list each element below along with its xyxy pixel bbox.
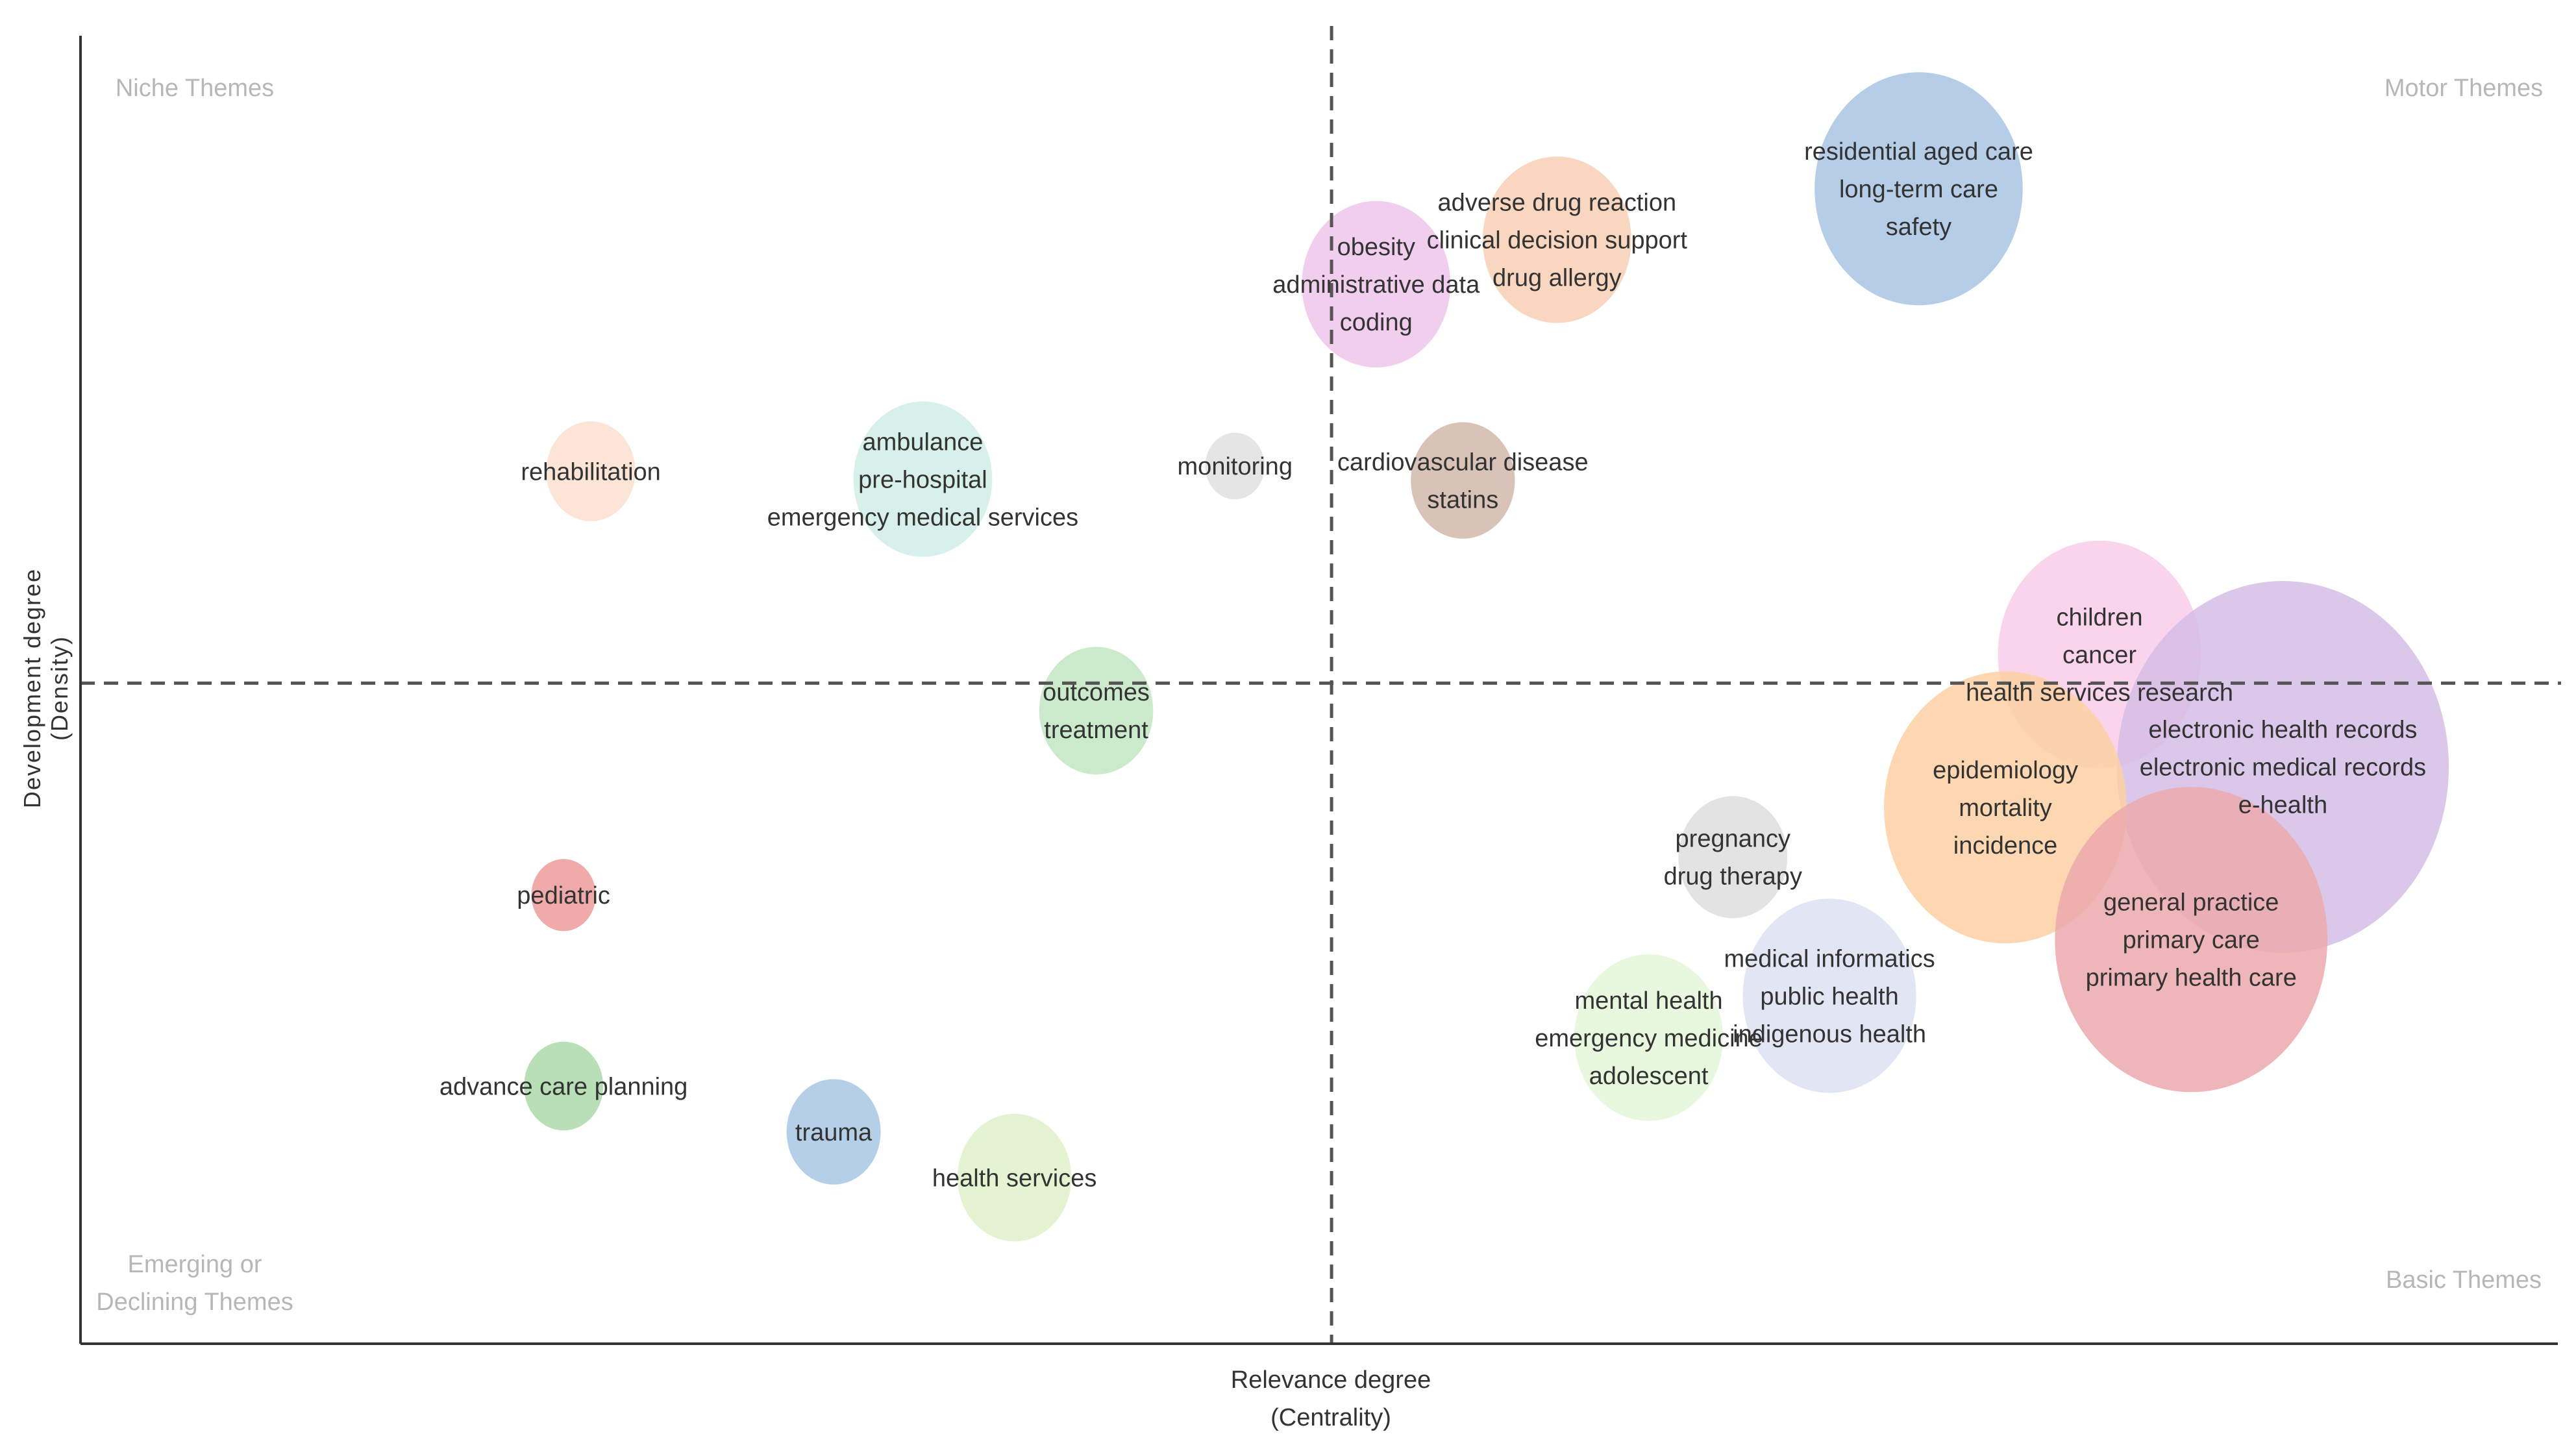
bubble-cardiovascular-disease[interactable]: [1411, 422, 1515, 539]
bubble-outcomes[interactable]: [1039, 647, 1154, 775]
axes: [79, 36, 2558, 1345]
bubble-label-residential-aged-care: long-term care: [1839, 176, 1998, 203]
bubble-label-medical-informatics: public health: [1760, 983, 1898, 1010]
bubble-advance-care-planning[interactable]: [524, 1041, 604, 1131]
bubble-label-cardiovascular-disease: cardiovascular disease: [1337, 449, 1589, 476]
bubble-monitoring[interactable]: [1205, 432, 1265, 500]
bubble-label-trauma: trauma: [795, 1119, 873, 1146]
bubble-label-adverse-drug-reaction: adverse drug reaction: [1438, 190, 1677, 217]
bubble-label-electronic-health-records: electronic medical records: [2140, 754, 2426, 782]
bubble-label-pregnancy: drug therapy: [1664, 863, 1802, 891]
bubble-label-epidemiology: epidemiology: [1933, 757, 2078, 784]
bubble-adverse-drug-reaction[interactable]: [1482, 156, 1631, 323]
bubble-obesity[interactable]: [1302, 201, 1451, 368]
bubble-pregnancy[interactable]: [1678, 796, 1788, 919]
bubble-ambulance[interactable]: [853, 401, 993, 557]
bubble-label-ambulance: ambulance: [862, 428, 983, 456]
bubble-rehabilitation[interactable]: [546, 421, 636, 521]
bubble-label-general-practice: general practice: [2103, 889, 2279, 917]
bubble-label-epidemiology: mortality: [1959, 795, 2052, 822]
bubble-label-adverse-drug-reaction: clinical decision support: [1427, 227, 1688, 254]
bubble-label-monitoring: monitoring: [1178, 453, 1293, 480]
bubble-label-electronic-health-records: electronic health records: [2148, 717, 2417, 744]
quadrant-label-bottom-left: Declining Themes: [96, 1289, 293, 1316]
quadrant-label-bottom-left: Emerging or: [128, 1251, 262, 1278]
bubble-medical-informatics[interactable]: [1742, 898, 1916, 1093]
bubble-label-electronic-health-records: e-health: [2238, 792, 2327, 819]
bubble-epidemiology[interactable]: [1884, 671, 2127, 944]
bubble-label-residential-aged-care: residential aged care: [1804, 138, 2033, 166]
bubble-label-cardiovascular-disease: statins: [1427, 486, 1498, 513]
quadrant-label-bottom-right: Basic Themes: [2386, 1266, 2542, 1294]
bubble-label-obesity: coding: [1340, 309, 1413, 336]
bubble-health-services[interactable]: [957, 1113, 1072, 1242]
bubble-label-health-services: health services: [932, 1165, 1096, 1192]
bubble-mental-health[interactable]: [1574, 954, 1724, 1121]
bubble-label-obesity: administrative data: [1272, 271, 1480, 299]
y-axis-sublabel: (Density): [46, 636, 73, 741]
bubble-label-mental-health: emergency medicine: [1535, 1025, 1763, 1052]
bubble-label-outcomes: treatment: [1044, 717, 1148, 744]
x-axis-title: Relevance degree (Centrality): [1231, 1366, 1431, 1431]
bubble-label-general-practice: primary health care: [2086, 965, 2297, 992]
quadrant-labels: Niche Themes Motor Themes Emerging or Decli…: [96, 75, 2543, 1316]
bubble-label-mental-health: adolescent: [1589, 1063, 1709, 1090]
bubble-label-layer: residential aged care long-term care safet…: [440, 138, 2426, 1192]
bubble-label-children: cancer: [2062, 641, 2136, 669]
quadrant-label-top-right: Motor Themes: [2384, 75, 2543, 102]
bubble-label-ambulance: emergency medical services: [767, 504, 1078, 531]
bubble-label-medical-informatics: medical informatics: [1724, 945, 1935, 972]
quadrant-dividers: [80, 26, 2561, 1344]
bubble-label-pediatric: pediatric: [517, 882, 610, 909]
y-axis-title: Development degree (Density): [19, 568, 73, 808]
bubble-label-outcomes: outcomes: [1043, 679, 1150, 706]
bubble-label-rehabilitation: rehabilitation: [521, 458, 660, 486]
bubble-label-advance-care-planning: advance care planning: [440, 1073, 687, 1100]
bubble-label-obesity: obesity: [1337, 234, 1415, 261]
bubble-label-children: children: [2057, 604, 2143, 631]
x-axis-label: Relevance degree: [1231, 1366, 1431, 1394]
x-axis-sublabel: (Centrality): [1270, 1404, 1391, 1431]
bubble-label-pregnancy: pregnancy: [1676, 826, 1790, 853]
bubble-label-residential-aged-care: safety: [1886, 214, 1951, 241]
bubble-pediatric[interactable]: [531, 859, 596, 932]
bubble-label-adverse-drug-reaction: drug allergy: [1492, 265, 1622, 292]
bubble-label-medical-informatics: indigenous health: [1733, 1020, 1926, 1048]
bubble-label-children: health services research: [1966, 679, 2233, 706]
bubble-label-ambulance: pre-hospital: [858, 466, 987, 493]
bubble-residential-aged-care[interactable]: [1814, 72, 2023, 306]
bubble-label-epidemiology: incidence: [1953, 832, 2058, 859]
bubble-label-mental-health: mental health: [1574, 987, 1722, 1015]
bubble-trauma[interactable]: [786, 1079, 881, 1185]
bubble-label-general-practice: primary care: [2123, 927, 2260, 954]
bubble-general-practice[interactable]: [2055, 787, 2328, 1093]
quadrant-label-top-left: Niche Themes: [116, 75, 274, 102]
y-axis-label: Development degree: [19, 568, 45, 808]
bubble-layer: [524, 72, 2449, 1242]
